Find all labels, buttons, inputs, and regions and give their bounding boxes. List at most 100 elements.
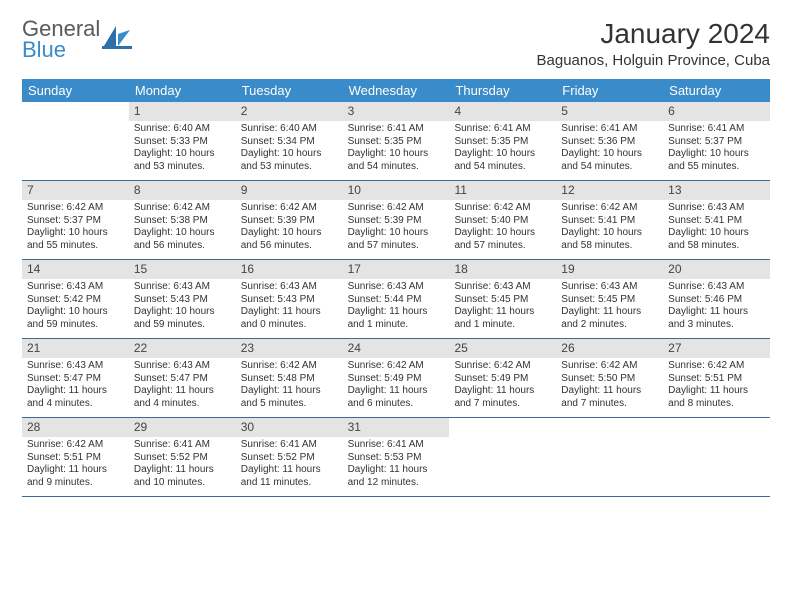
calendar-table: Sunday Monday Tuesday Wednesday Thursday…: [22, 79, 770, 497]
sunset-text: Sunset: 5:49 PM: [348, 373, 445, 386]
day-cell: 31Sunrise: 6:41 AMSunset: 5:53 PMDayligh…: [343, 418, 450, 496]
daylight-text: Daylight: 10 hours and 53 minutes.: [241, 148, 338, 173]
weekday-header: Monday: [129, 79, 236, 102]
day-number: 27: [663, 339, 770, 358]
day-cell: 7Sunrise: 6:42 AMSunset: 5:37 PMDaylight…: [22, 181, 129, 259]
daylight-text: Daylight: 10 hours and 55 minutes.: [27, 227, 124, 252]
day-body: Sunrise: 6:41 AMSunset: 5:53 PMDaylight:…: [343, 437, 450, 493]
sunrise-text: Sunrise: 6:43 AM: [134, 360, 231, 373]
sunrise-text: Sunrise: 6:42 AM: [454, 202, 551, 215]
sunset-text: Sunset: 5:41 PM: [668, 215, 765, 228]
day-number: 16: [236, 260, 343, 279]
day-body: Sunrise: 6:42 AMSunset: 5:48 PMDaylight:…: [236, 358, 343, 414]
sunset-text: Sunset: 5:45 PM: [454, 294, 551, 307]
sunrise-text: Sunrise: 6:43 AM: [668, 202, 765, 215]
day-body: Sunrise: 6:41 AMSunset: 5:37 PMDaylight:…: [663, 121, 770, 177]
logo-sail-icon: [102, 24, 132, 55]
day-number: 14: [22, 260, 129, 279]
sunset-text: Sunset: 5:52 PM: [241, 452, 338, 465]
sunrise-text: Sunrise: 6:42 AM: [454, 360, 551, 373]
day-body: Sunrise: 6:42 AMSunset: 5:51 PMDaylight:…: [22, 437, 129, 493]
day-body: Sunrise: 6:43 AMSunset: 5:45 PMDaylight:…: [449, 279, 556, 335]
sunset-text: Sunset: 5:45 PM: [561, 294, 658, 307]
weekday-header-row: Sunday Monday Tuesday Wednesday Thursday…: [22, 79, 770, 102]
day-number: 11: [449, 181, 556, 200]
day-cell: 20Sunrise: 6:43 AMSunset: 5:46 PMDayligh…: [663, 260, 770, 338]
day-number: 26: [556, 339, 663, 358]
sunset-text: Sunset: 5:53 PM: [348, 452, 445, 465]
sunset-text: Sunset: 5:41 PM: [561, 215, 658, 228]
daylight-text: Daylight: 11 hours and 6 minutes.: [348, 385, 445, 410]
day-cell: 8Sunrise: 6:42 AMSunset: 5:38 PMDaylight…: [129, 181, 236, 259]
sunrise-text: Sunrise: 6:41 AM: [668, 123, 765, 136]
logo-text-block: General Blue: [22, 18, 100, 61]
day-number: 13: [663, 181, 770, 200]
day-cell: 10Sunrise: 6:42 AMSunset: 5:39 PMDayligh…: [343, 181, 450, 259]
day-number: 2: [236, 102, 343, 121]
sunset-text: Sunset: 5:37 PM: [668, 136, 765, 149]
sunrise-text: Sunrise: 6:41 AM: [348, 123, 445, 136]
day-body: Sunrise: 6:43 AMSunset: 5:43 PMDaylight:…: [129, 279, 236, 335]
day-number: 22: [129, 339, 236, 358]
day-number: 29: [129, 418, 236, 437]
day-cell: 12Sunrise: 6:42 AMSunset: 5:41 PMDayligh…: [556, 181, 663, 259]
sunrise-text: Sunrise: 6:41 AM: [134, 439, 231, 452]
sunrise-text: Sunrise: 6:42 AM: [668, 360, 765, 373]
daylight-text: Daylight: 11 hours and 1 minute.: [454, 306, 551, 331]
day-cell: 2Sunrise: 6:40 AMSunset: 5:34 PMDaylight…: [236, 102, 343, 180]
day-body: Sunrise: 6:41 AMSunset: 5:35 PMDaylight:…: [343, 121, 450, 177]
sunset-text: Sunset: 5:42 PM: [27, 294, 124, 307]
weeks-container: 1Sunrise: 6:40 AMSunset: 5:33 PMDaylight…: [22, 102, 770, 497]
sunrise-text: Sunrise: 6:41 AM: [241, 439, 338, 452]
sunset-text: Sunset: 5:47 PM: [27, 373, 124, 386]
weekday-header: Wednesday: [343, 79, 450, 102]
sunset-text: Sunset: 5:39 PM: [241, 215, 338, 228]
day-body: Sunrise: 6:43 AMSunset: 5:45 PMDaylight:…: [556, 279, 663, 335]
brand-logo: General Blue: [22, 18, 132, 61]
sunrise-text: Sunrise: 6:42 AM: [561, 360, 658, 373]
day-cell: 30Sunrise: 6:41 AMSunset: 5:52 PMDayligh…: [236, 418, 343, 496]
daylight-text: Daylight: 11 hours and 4 minutes.: [134, 385, 231, 410]
day-cell: 28Sunrise: 6:42 AMSunset: 5:51 PMDayligh…: [22, 418, 129, 496]
day-cell: 15Sunrise: 6:43 AMSunset: 5:43 PMDayligh…: [129, 260, 236, 338]
sunrise-text: Sunrise: 6:42 AM: [241, 360, 338, 373]
daylight-text: Daylight: 11 hours and 8 minutes.: [668, 385, 765, 410]
sunrise-text: Sunrise: 6:42 AM: [561, 202, 658, 215]
daylight-text: Daylight: 10 hours and 54 minutes.: [561, 148, 658, 173]
sunset-text: Sunset: 5:33 PM: [134, 136, 231, 149]
day-number: 17: [343, 260, 450, 279]
day-cell: [22, 102, 129, 180]
sunrise-text: Sunrise: 6:42 AM: [348, 360, 445, 373]
day-body: Sunrise: 6:43 AMSunset: 5:42 PMDaylight:…: [22, 279, 129, 335]
day-body: Sunrise: 6:42 AMSunset: 5:37 PMDaylight:…: [22, 200, 129, 256]
sunrise-text: Sunrise: 6:42 AM: [134, 202, 231, 215]
day-body: Sunrise: 6:43 AMSunset: 5:41 PMDaylight:…: [663, 200, 770, 256]
day-cell: 9Sunrise: 6:42 AMSunset: 5:39 PMDaylight…: [236, 181, 343, 259]
daylight-text: Daylight: 11 hours and 7 minutes.: [454, 385, 551, 410]
daylight-text: Daylight: 11 hours and 0 minutes.: [241, 306, 338, 331]
day-number: 30: [236, 418, 343, 437]
week-row: 21Sunrise: 6:43 AMSunset: 5:47 PMDayligh…: [22, 339, 770, 418]
location-subtitle: Baguanos, Holguin Province, Cuba: [537, 52, 770, 69]
day-body: Sunrise: 6:43 AMSunset: 5:43 PMDaylight:…: [236, 279, 343, 335]
day-body: Sunrise: 6:42 AMSunset: 5:49 PMDaylight:…: [343, 358, 450, 414]
day-cell: 5Sunrise: 6:41 AMSunset: 5:36 PMDaylight…: [556, 102, 663, 180]
daylight-text: Daylight: 11 hours and 4 minutes.: [27, 385, 124, 410]
day-number: 4: [449, 102, 556, 121]
sunset-text: Sunset: 5:44 PM: [348, 294, 445, 307]
daylight-text: Daylight: 10 hours and 57 minutes.: [454, 227, 551, 252]
day-cell: 13Sunrise: 6:43 AMSunset: 5:41 PMDayligh…: [663, 181, 770, 259]
title-block: January 2024 Baguanos, Holguin Province,…: [537, 18, 770, 69]
day-body: Sunrise: 6:43 AMSunset: 5:44 PMDaylight:…: [343, 279, 450, 335]
day-number: 3: [343, 102, 450, 121]
logo-word-blue: Blue: [22, 39, 100, 61]
day-number: 20: [663, 260, 770, 279]
sunrise-text: Sunrise: 6:42 AM: [27, 202, 124, 215]
day-body: Sunrise: 6:42 AMSunset: 5:41 PMDaylight:…: [556, 200, 663, 256]
sunrise-text: Sunrise: 6:43 AM: [27, 360, 124, 373]
day-cell: 14Sunrise: 6:43 AMSunset: 5:42 PMDayligh…: [22, 260, 129, 338]
sunset-text: Sunset: 5:38 PM: [134, 215, 231, 228]
sunset-text: Sunset: 5:39 PM: [348, 215, 445, 228]
day-number: 9: [236, 181, 343, 200]
sunset-text: Sunset: 5:43 PM: [241, 294, 338, 307]
